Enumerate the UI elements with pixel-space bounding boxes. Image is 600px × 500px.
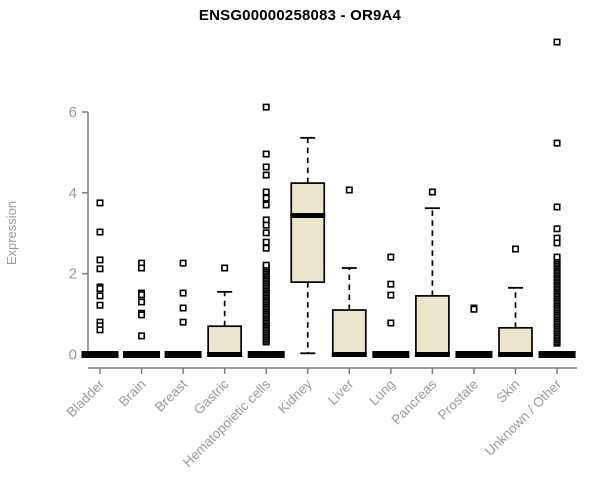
outlier-point: [96, 285, 104, 293]
outlier-point: [262, 244, 270, 252]
outlier-point: [262, 221, 270, 229]
outlier-point: [553, 253, 561, 261]
boxplot-unknown-other: [538, 38, 576, 358]
boxplot-kidney: [290, 136, 326, 355]
y-tick-label: 4: [69, 185, 77, 202]
outlier-point: [262, 261, 270, 269]
outlier-point: [262, 201, 270, 209]
box: [415, 295, 450, 356]
outlier-point: [96, 326, 104, 334]
outlier-point: [96, 265, 104, 273]
outlier-point: [345, 186, 353, 194]
x-tick-label: Pancreas: [389, 376, 440, 427]
boxplot-liver: [331, 186, 367, 357]
outlier-point: [428, 188, 436, 196]
box: [290, 182, 326, 283]
boxplot-skin: [498, 245, 533, 357]
outlier-point: [262, 171, 270, 179]
outlier-point: [138, 264, 146, 272]
box: [498, 326, 533, 356]
outlier-point: [179, 304, 187, 312]
outlier-point: [96, 228, 104, 236]
x-tick-label: Gastric: [191, 376, 232, 417]
outlier-point: [262, 163, 270, 171]
outlier-point: [511, 245, 519, 253]
x-tick-label: Brain: [116, 377, 149, 410]
outlier-point: [262, 194, 270, 202]
outlier-point: [262, 229, 270, 237]
outlier-point: [553, 38, 561, 46]
y-axis: 0 2 4 6: [69, 104, 89, 364]
outlier-point: [387, 319, 395, 327]
boxplot-breast: [164, 259, 202, 358]
plot-area: 0 2 4 6 Bladder Brain Breast GastricHematopoiet…: [64, 38, 577, 470]
outlier-point: [138, 332, 146, 340]
outlier-point: [138, 291, 146, 299]
x-tick-label: Skin: [493, 377, 522, 406]
outlier-point: [553, 203, 561, 211]
y-tick-label: 0: [69, 347, 77, 364]
x-tick-label: Liver: [325, 376, 357, 408]
y-tick-label: 6: [69, 104, 77, 121]
outlier-point: [179, 318, 187, 326]
boxplot-bladder: [81, 199, 119, 358]
outlier-point: [262, 238, 270, 246]
boxplot-pancreas: [414, 188, 450, 357]
outlier-point: [96, 301, 104, 309]
outlier-point: [262, 188, 270, 196]
x-tick-label: Breast: [152, 376, 190, 414]
x-tick-label: Unknown / Other: [482, 376, 565, 459]
x-tick-label: Kidney: [275, 376, 315, 416]
outlier-point: [96, 292, 104, 300]
outlier-point: [387, 253, 395, 261]
outlier-point: [553, 225, 561, 233]
box: [331, 309, 367, 356]
outlier-point: [262, 103, 270, 111]
boxplot-brain: [123, 259, 161, 358]
outlier-point: [179, 289, 187, 297]
boxplot-hematopoietic-cells: [247, 103, 285, 358]
y-tick-label: 2: [69, 266, 77, 283]
x-tick-label: Prostate: [435, 377, 481, 423]
outlier-point: [470, 305, 478, 313]
outlier-point: [262, 150, 270, 158]
x-tick-label: Lung: [366, 377, 398, 409]
outlier-point: [179, 259, 187, 267]
boxplot-lung: [372, 253, 410, 358]
outlier-point: [221, 264, 229, 272]
y-axis-label: Expression: [4, 201, 19, 265]
outlier-point: [138, 311, 146, 319]
outlier-point: [96, 199, 104, 207]
box: [207, 325, 242, 356]
outlier-point: [96, 256, 104, 264]
x-tick-label: Bladder: [64, 376, 108, 420]
boxplot-prostate: [455, 304, 493, 358]
outlier-point: [553, 239, 561, 247]
outlier-point: [553, 139, 561, 147]
outlier-point: [387, 291, 395, 299]
boxplot-gastric: [207, 264, 243, 357]
outlier-point: [387, 280, 395, 288]
chart-title: ENSG00000258083 - OR9A4: [198, 7, 402, 24]
outlier-point: [138, 298, 146, 306]
